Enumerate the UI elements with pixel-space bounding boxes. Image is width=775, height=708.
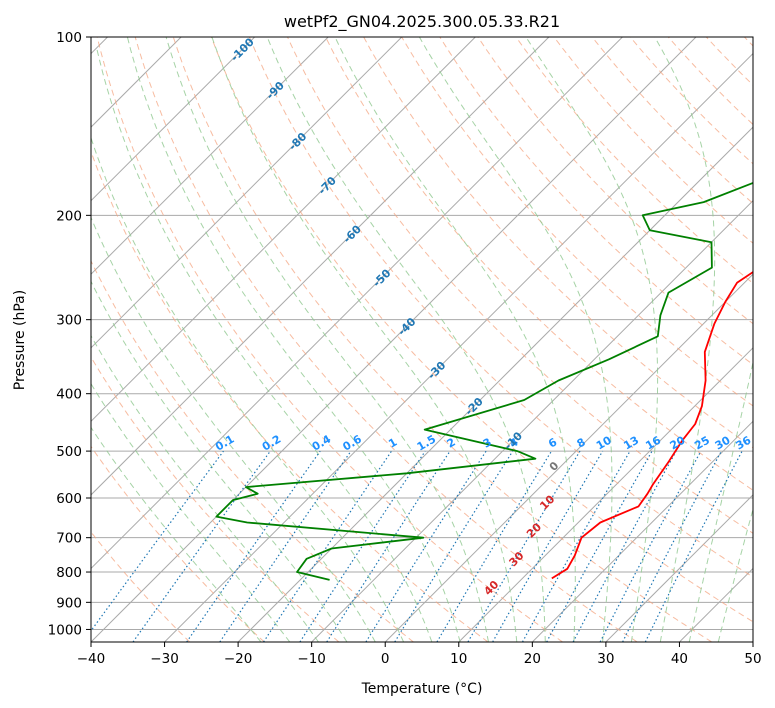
moist-adiabat-line <box>96 49 433 642</box>
x-axis-label: Temperature (°C) <box>361 681 483 697</box>
moist-adiabat-line <box>91 426 262 642</box>
mixing-ratio-line <box>326 450 451 642</box>
temperature-profile-line <box>551 271 753 580</box>
isotherm-line <box>164 52 753 642</box>
mixing-ratio-line <box>263 450 393 642</box>
chart-title: wetPf2_GN04.2025.300.05.33.R21 <box>284 12 560 32</box>
dry-adiabat-line <box>91 356 340 642</box>
mixing-ratio-line <box>521 450 631 642</box>
moist-adiabat-line <box>525 37 659 642</box>
y-tick-label: 700 <box>56 531 82 547</box>
dry-adiabat-line <box>91 445 265 642</box>
y-tick-label: 100 <box>56 30 82 46</box>
y-tick-label: 600 <box>56 491 82 507</box>
moist-adiabat-line <box>91 280 348 642</box>
moist-adiabat-line <box>91 382 291 642</box>
y-tick-label: 800 <box>56 565 82 581</box>
isotherm-line <box>91 37 476 423</box>
x-tick-label: −10 <box>297 651 326 667</box>
isotherm-line <box>237 126 753 642</box>
x-tick-label: −20 <box>224 651 253 667</box>
mixing-ratio-line <box>91 450 224 632</box>
x-tick-label: 0 <box>381 651 390 667</box>
moist-adiabat-line <box>91 136 405 642</box>
x-tick-label: 40 <box>671 651 688 667</box>
plot-area <box>91 37 753 642</box>
dry-adiabat-line <box>91 259 414 642</box>
moist-adiabat-line <box>165 37 489 642</box>
moist-adiabat-line <box>717 507 753 642</box>
dry-adiabat-line <box>210 37 753 623</box>
moist-adiabat-line <box>91 334 319 642</box>
y-tick-label: 400 <box>56 387 82 403</box>
isotherm-line <box>91 37 329 275</box>
mixing-ratio-line <box>299 450 426 642</box>
plot-frame <box>90 36 754 643</box>
mixing-ratio-line <box>546 450 653 642</box>
moist-adiabat-line <box>126 37 461 642</box>
isotherm-line <box>91 37 403 349</box>
mixing-ratio-line <box>186 450 321 642</box>
mixing-ratio-line <box>219 450 352 642</box>
y-tick-label: 300 <box>56 313 82 329</box>
dewpoint-profile-line <box>215 181 753 581</box>
isotherm-line <box>91 37 256 202</box>
dry-adiabat-line <box>515 37 753 284</box>
dry-adiabat-line <box>172 37 713 642</box>
dry-adiabat-line <box>248 37 753 578</box>
mixing-ratio-line <box>394 450 514 642</box>
moist-adiabat-line <box>654 37 716 642</box>
x-tick-label: −40 <box>77 651 106 667</box>
moist-adiabat-line <box>266 37 546 642</box>
moist-adiabat-line <box>418 37 613 642</box>
isotherm-line <box>91 37 550 496</box>
dry-adiabat-line <box>325 37 753 491</box>
x-tick-label: 30 <box>597 651 614 667</box>
dry-adiabat-line <box>96 37 563 642</box>
mixing-ratio-line <box>644 450 743 642</box>
y-tick-label: 900 <box>56 595 82 611</box>
mixing-ratio-line <box>132 450 271 642</box>
isotherm-line <box>91 37 697 642</box>
x-tick-label: 10 <box>450 651 467 667</box>
moist-adiabat-line <box>91 216 376 642</box>
isotherm-line <box>91 37 623 570</box>
isotherm-line <box>384 273 753 642</box>
isotherm-line <box>605 494 753 642</box>
x-tick-label: 20 <box>524 651 541 667</box>
y-tick-label: 1000 <box>48 622 82 638</box>
y-tick-label: 200 <box>56 208 82 224</box>
x-tick-label: −30 <box>150 651 179 667</box>
moist-adiabat-line <box>688 360 753 642</box>
moist-adiabat-line <box>211 37 518 642</box>
isotherm-line <box>458 347 753 642</box>
dry-adiabat-line <box>287 37 753 534</box>
y-tick-label: 500 <box>56 444 82 460</box>
x-tick-label: 50 <box>744 651 761 667</box>
isotherm-line <box>531 420 753 642</box>
mixing-ratio-line <box>572 450 677 642</box>
y-axis-label: Pressure (hPa) <box>12 290 28 390</box>
